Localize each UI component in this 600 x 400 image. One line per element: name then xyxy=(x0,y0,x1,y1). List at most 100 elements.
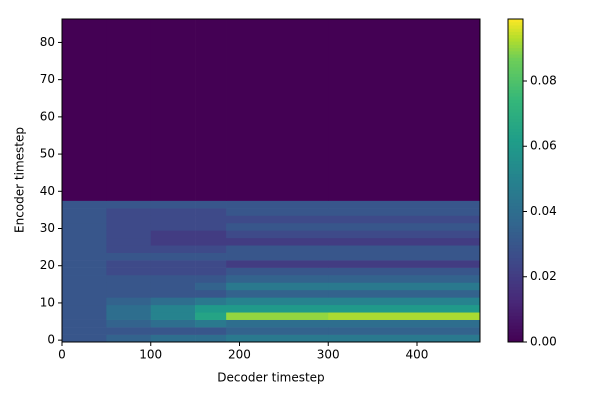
colorbar-band xyxy=(508,293,523,298)
colorbar-band xyxy=(508,154,523,159)
y-tick-label: 30 xyxy=(40,221,55,235)
colorbar-band xyxy=(508,41,523,46)
colorbar-band xyxy=(508,161,523,165)
colorbar-band xyxy=(508,264,523,269)
heatmap-cell xyxy=(226,275,329,283)
heatmap-cell xyxy=(226,304,329,313)
heatmap-cell xyxy=(226,222,329,231)
colorbar-band xyxy=(508,228,523,233)
heatmap-cell xyxy=(226,260,329,268)
heatmap-cell xyxy=(62,237,107,246)
colorbar-band xyxy=(508,283,523,288)
heatmap-cell xyxy=(62,282,107,291)
heatmap-cell xyxy=(226,237,329,246)
heatmap-cell xyxy=(328,327,481,335)
heatmap-cell xyxy=(106,304,152,313)
heatmap-cell xyxy=(328,267,481,276)
heatmap-cell xyxy=(328,282,481,291)
heatmap-cell xyxy=(195,215,227,224)
colorbar-band xyxy=(508,174,523,178)
heatmap-cell xyxy=(62,304,107,313)
heatmap-cell xyxy=(328,312,481,320)
heatmap-cell xyxy=(328,237,481,246)
colorbar-band xyxy=(508,245,523,249)
heatmap-cell xyxy=(195,304,227,313)
y-tick-label: 20 xyxy=(40,258,55,272)
x-tick-label: 300 xyxy=(317,348,340,362)
heatmap-cell xyxy=(195,222,227,231)
heatmap-cell xyxy=(150,267,196,276)
heatmap-cell xyxy=(328,200,481,209)
heatmap-cell xyxy=(150,19,196,201)
colorbar-band xyxy=(508,206,523,211)
colorbar-band xyxy=(508,125,523,130)
colorbar-band xyxy=(508,38,523,43)
heatmap-cell xyxy=(62,297,107,306)
colorbar-band xyxy=(508,167,523,172)
heatmap-cell xyxy=(328,230,481,239)
heatmap-cell xyxy=(226,19,329,201)
colorbar-band xyxy=(508,196,523,201)
heatmap-cell xyxy=(226,312,329,320)
colorbar-band xyxy=(508,31,523,36)
heatmap-cell xyxy=(328,19,481,201)
colorbar-band xyxy=(508,332,523,337)
colorbar-band xyxy=(508,90,523,94)
colorbar-band xyxy=(508,300,523,304)
colorbar-band xyxy=(508,83,523,88)
heatmap-cell xyxy=(328,222,481,231)
heatmap-cell xyxy=(226,267,329,276)
heatmap-cell xyxy=(106,312,152,320)
heatmap-cell xyxy=(195,282,227,291)
colorbar-band xyxy=(508,73,523,78)
heatmap-cell xyxy=(328,208,481,216)
heatmap-cell xyxy=(106,222,152,231)
y-tick-label: 60 xyxy=(40,109,55,123)
y-axis-label: Encoder timestep xyxy=(13,127,27,233)
heatmap-cell xyxy=(62,208,107,216)
heatmap-cell xyxy=(195,252,227,261)
heatmap-cell xyxy=(226,327,329,335)
heatmap-cell xyxy=(195,297,227,306)
colorbar-band xyxy=(508,48,523,52)
colorbar-band xyxy=(508,60,523,65)
x-tick-label: 400 xyxy=(406,348,429,362)
colorbar-band xyxy=(508,322,523,327)
colorbar-band xyxy=(508,77,523,81)
colorbar-band xyxy=(508,109,523,114)
colorbar-band xyxy=(508,232,523,236)
heatmap-cell xyxy=(150,222,196,231)
heatmap-cell xyxy=(195,334,227,343)
heatmap-cell xyxy=(226,252,329,261)
heatmap-cell xyxy=(62,200,107,209)
heatmap-cell xyxy=(150,289,196,298)
x-axis-label: Decoder timestep xyxy=(217,371,324,385)
heatmap-cell xyxy=(62,230,107,239)
colorbar-band xyxy=(508,93,523,98)
colorbar-band xyxy=(508,335,523,340)
heatmap-cell xyxy=(195,289,227,298)
heatmap-cell xyxy=(328,334,481,343)
heatmap-cell xyxy=(62,289,107,298)
heatmap-cell xyxy=(106,275,152,283)
heatmap-cell xyxy=(226,334,329,343)
heatmap-cell xyxy=(106,267,152,276)
colorbar-band xyxy=(508,35,523,39)
heatmap-cell xyxy=(195,275,227,283)
colorbar-band xyxy=(508,141,523,146)
colorbar-band xyxy=(508,312,523,317)
colorbar-band xyxy=(508,222,523,227)
colorbar-band xyxy=(508,144,523,149)
heatmap-cell xyxy=(62,19,107,201)
heatmap-cell xyxy=(106,260,152,268)
colorbar-band xyxy=(508,338,523,343)
colorbar-band xyxy=(508,119,523,123)
heatmap-cell xyxy=(195,200,227,209)
colorbar-band xyxy=(508,329,523,333)
colorbar-band xyxy=(508,183,523,188)
colorbar-band xyxy=(508,106,523,110)
colorbar-band xyxy=(508,216,523,220)
heatmap-cell xyxy=(62,260,107,268)
colorbar-band xyxy=(508,251,523,256)
heatmap-cell xyxy=(62,252,107,261)
